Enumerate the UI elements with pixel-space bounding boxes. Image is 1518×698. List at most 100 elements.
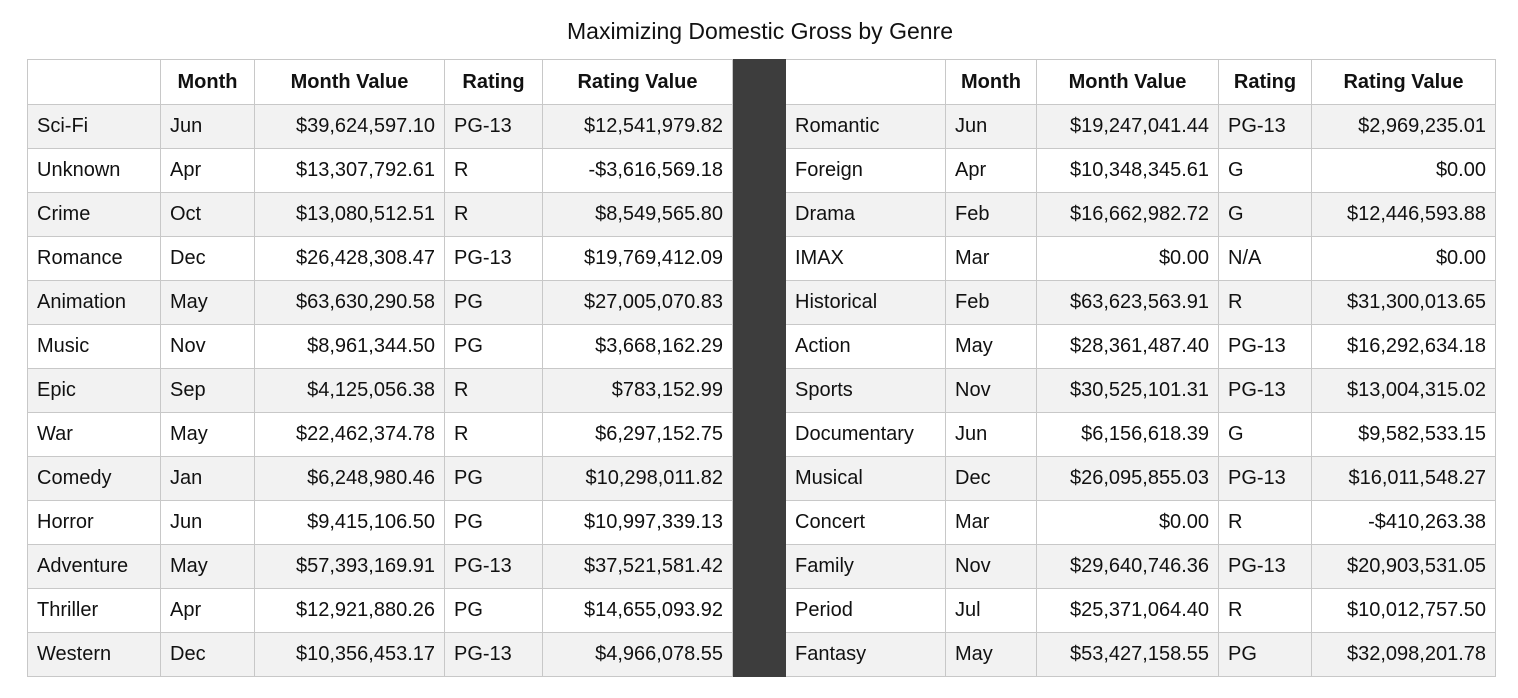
left-month-value-cell: $10,356,453.17: [254, 632, 445, 677]
left-month-cell: Nov: [160, 324, 255, 369]
left-month-cell: Jun: [160, 104, 255, 149]
left-month-cell: Apr: [160, 588, 255, 633]
right-rating-value-cell: $16,292,634.18: [1311, 324, 1496, 369]
right-month-cell: Jul: [945, 588, 1037, 633]
page-title: Maximizing Domestic Gross by Genre: [567, 18, 953, 44]
left-rating-cell: PG: [444, 324, 543, 369]
right-rating-cell: G: [1218, 412, 1312, 457]
header-month-right: Month: [945, 59, 1037, 105]
right-month-cell: Nov: [945, 368, 1037, 413]
table-row: Music Nov $8,961,344.50 PG $3,668,162.29 Acti…: [27, 324, 1496, 369]
header-rating-right: Rating: [1218, 59, 1312, 105]
right-rating-value-cell: -$410,263.38: [1311, 500, 1496, 545]
left-month-value-cell: $8,961,344.50: [254, 324, 445, 369]
right-rating-cell: G: [1218, 148, 1312, 193]
table-row: Horror Jun $9,415,106.50 PG $10,997,339.13 Co…: [27, 500, 1496, 545]
left-rating-cell: PG-13: [444, 236, 543, 281]
column-divider: [732, 59, 786, 105]
left-month-cell: Oct: [160, 192, 255, 237]
column-divider: [732, 632, 786, 677]
table-row: Western Dec $10,356,453.17 PG-13 $4,966,078.…: [27, 632, 1496, 677]
right-rating-value-cell: $12,446,593.88: [1311, 192, 1496, 237]
header-genre-right: [785, 59, 946, 105]
right-month-cell: Mar: [945, 236, 1037, 281]
left-genre-cell: Adventure: [27, 544, 161, 589]
column-divider: [732, 104, 786, 149]
left-rating-cell: PG-13: [444, 632, 543, 677]
left-month-cell: May: [160, 412, 255, 457]
right-month-value-cell: $26,095,855.03: [1036, 456, 1219, 501]
left-rating-value-cell: $783,152.99: [542, 368, 733, 413]
left-rating-cell: R: [444, 368, 543, 413]
left-genre-cell: Horror: [27, 500, 161, 545]
right-rating-cell: N/A: [1218, 236, 1312, 281]
right-month-cell: Dec: [945, 456, 1037, 501]
left-rating-cell: R: [444, 412, 543, 457]
left-rating-cell: PG: [444, 500, 543, 545]
right-genre-cell: Family: [785, 544, 946, 589]
left-genre-cell: Sci-Fi: [27, 104, 161, 149]
left-month-value-cell: $9,415,106.50: [254, 500, 445, 545]
left-month-value-cell: $12,921,880.26: [254, 588, 445, 633]
column-divider: [732, 368, 786, 413]
left-rating-value-cell: $10,997,339.13: [542, 500, 733, 545]
left-rating-cell: PG: [444, 280, 543, 325]
right-month-cell: Feb: [945, 192, 1037, 237]
right-month-cell: Mar: [945, 500, 1037, 545]
left-month-cell: Jan: [160, 456, 255, 501]
right-rating-cell: PG-13: [1218, 544, 1312, 589]
left-month-value-cell: $6,248,980.46: [254, 456, 445, 501]
column-divider: [732, 456, 786, 501]
right-genre-cell: Action: [785, 324, 946, 369]
left-genre-cell: Music: [27, 324, 161, 369]
left-rating-value-cell: $14,655,093.92: [542, 588, 733, 633]
table-row: Epic Sep $4,125,056.38 R $783,152.99 Sports No…: [27, 368, 1496, 413]
column-divider: [732, 500, 786, 545]
left-genre-cell: Thriller: [27, 588, 161, 633]
left-rating-cell: R: [444, 148, 543, 193]
table-row: Comedy Jan $6,248,980.46 PG $10,298,011.82 Mu…: [27, 456, 1496, 501]
right-rating-cell: R: [1218, 280, 1312, 325]
header-row: Month Month Value Rating Rating Value Mo…: [27, 59, 1496, 105]
right-rating-cell: PG-13: [1218, 456, 1312, 501]
right-month-cell: Feb: [945, 280, 1037, 325]
right-rating-value-cell: $13,004,315.02: [1311, 368, 1496, 413]
left-month-value-cell: $4,125,056.38: [254, 368, 445, 413]
left-rating-value-cell: $4,966,078.55: [542, 632, 733, 677]
right-month-value-cell: $25,371,064.40: [1036, 588, 1219, 633]
right-month-cell: May: [945, 632, 1037, 677]
column-divider: [732, 280, 786, 325]
right-rating-value-cell: $2,969,235.01: [1311, 104, 1496, 149]
column-divider: [732, 148, 786, 193]
column-divider: [732, 588, 786, 633]
table-row: Crime Oct $13,080,512.51 R $8,549,565.80 Dram…: [27, 192, 1496, 237]
left-genre-cell: War: [27, 412, 161, 457]
right-rating-cell: R: [1218, 500, 1312, 545]
header-rating-left: Rating: [444, 59, 543, 105]
right-month-cell: Apr: [945, 148, 1037, 193]
left-genre-cell: Epic: [27, 368, 161, 413]
right-month-value-cell: $28,361,487.40: [1036, 324, 1219, 369]
right-genre-cell: Concert: [785, 500, 946, 545]
right-genre-cell: Historical: [785, 280, 946, 325]
right-genre-cell: Musical: [785, 456, 946, 501]
right-month-value-cell: $10,348,345.61: [1036, 148, 1219, 193]
right-month-cell: May: [945, 324, 1037, 369]
right-genre-cell: Sports: [785, 368, 946, 413]
table-row: Unknown Apr $13,307,792.61 R -$3,616,569.18 F…: [27, 148, 1496, 193]
left-rating-cell: PG-13: [444, 544, 543, 589]
right-month-cell: Nov: [945, 544, 1037, 589]
right-genre-cell: Period: [785, 588, 946, 633]
table-row: Adventure May $57,393,169.91 PG-13 $37,521,5…: [27, 544, 1496, 589]
right-genre-cell: IMAX: [785, 236, 946, 281]
right-rating-cell: PG-13: [1218, 368, 1312, 413]
left-rating-value-cell: $3,668,162.29: [542, 324, 733, 369]
right-month-value-cell: $16,662,982.72: [1036, 192, 1219, 237]
left-rating-cell: PG: [444, 588, 543, 633]
column-divider: [732, 544, 786, 589]
right-genre-cell: Drama: [785, 192, 946, 237]
left-rating-value-cell: $6,297,152.75: [542, 412, 733, 457]
left-month-value-cell: $22,462,374.78: [254, 412, 445, 457]
right-rating-value-cell: $0.00: [1311, 148, 1496, 193]
right-genre-cell: Documentary: [785, 412, 946, 457]
